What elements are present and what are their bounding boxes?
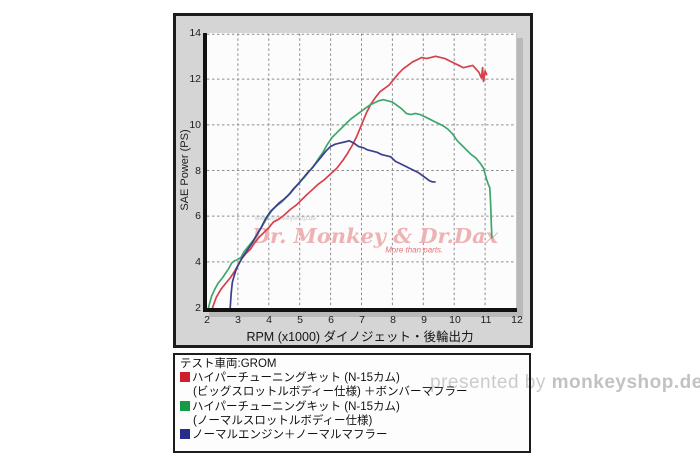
legend: テスト車両:GROM ハイパーチューニングキット (N-15カム) (ビッグスロ… xyxy=(180,357,528,442)
x-tick-label: 7 xyxy=(359,314,365,326)
legend-item-label: ハイパーチューニングキット (N-15カム) xyxy=(192,400,400,413)
legend-item: ノーマルエンジン＋ノーマルマフラー xyxy=(180,428,528,442)
x-tick-label: 9 xyxy=(421,314,427,326)
presented-by-prefix: presented by xyxy=(430,372,552,393)
legend-item-line2: (ビッグスロットルボディー仕様) ＋ボンバーマフラー xyxy=(193,386,468,399)
x-axis-label: RPM (x1000) ダイノジェット・後輪出力 xyxy=(246,330,474,344)
y-axis-label: SAE Power (PS) xyxy=(179,129,191,211)
plot-area: www.monkeyshop.de Dr. Monkey & Dr.Dax More… xyxy=(203,33,517,312)
presented-by-brand: monkeyshop.de xyxy=(551,372,700,393)
x-tick-label: 4 xyxy=(266,314,272,326)
y-tick-label: 6 xyxy=(195,210,201,223)
legend-swatch-red xyxy=(180,372,190,383)
legend-box-background xyxy=(173,353,531,453)
y-tick-label: 8 xyxy=(195,164,201,177)
x-tick-label: 3 xyxy=(235,314,241,326)
x-tick-label: 12 xyxy=(511,314,523,326)
more-than-parts-watermark: More than parts. xyxy=(385,246,443,255)
legend-test-vehicle: テスト車両:GROM xyxy=(180,358,277,370)
y-tick-label: 4 xyxy=(195,256,201,269)
x-tick-label: 10 xyxy=(449,314,461,326)
legend-item-label: ハイパーチューニングキット (N-15カム) xyxy=(192,372,400,385)
legend-item-line2: (ノーマルスロットルボディー仕様) xyxy=(193,414,373,427)
legend-item-label: ノーマルエンジン＋ノーマルマフラー xyxy=(192,429,388,442)
legend-item: ハイパーチューニングキット (N-15カム) xyxy=(180,400,528,414)
presented-by-watermark: presented by monkeyshop.de xyxy=(430,372,700,394)
dr-monkey-watermark: Dr. Monkey & Dr.Dax xyxy=(251,223,499,248)
x-tick-label: 2 xyxy=(204,314,210,326)
x-tick-label: 11 xyxy=(480,314,492,326)
series-green-curve xyxy=(207,98,493,308)
y-tick-label: 12 xyxy=(189,72,201,85)
legend-swatch-blue xyxy=(180,429,190,440)
x-tick-label: 5 xyxy=(297,314,303,326)
series-red-curve xyxy=(211,55,488,308)
series-blue-curve xyxy=(229,139,436,308)
legend-swatch-green xyxy=(180,400,190,411)
legend-item: ハイパーチューニングキット (N-15カム) xyxy=(180,371,528,385)
tiny-url-watermark: www.monkeyshop.de xyxy=(254,215,317,222)
y-tick-label: 14 xyxy=(189,27,201,39)
y-tick-label: 2 xyxy=(195,302,201,314)
x-tick-label: 6 xyxy=(328,314,334,326)
x-tick-label: 8 xyxy=(390,314,396,326)
y-tick-label: 10 xyxy=(189,118,201,131)
